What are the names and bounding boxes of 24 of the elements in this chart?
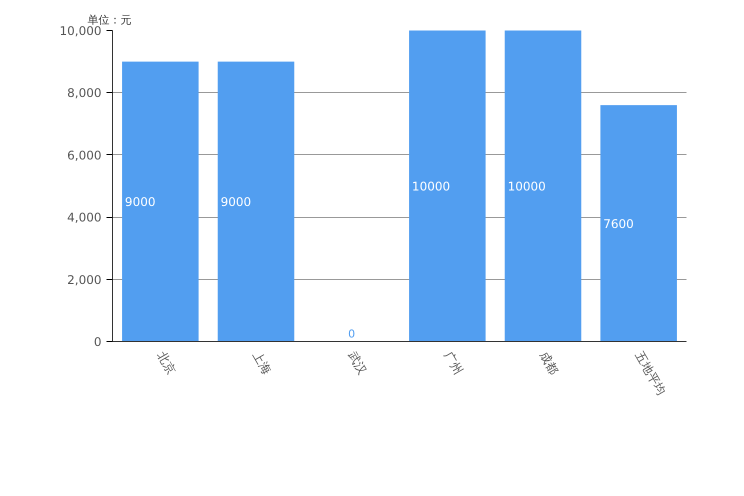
y-tick-label: 2,000 <box>67 272 102 287</box>
bar <box>409 30 486 342</box>
y-tick-label: 10,000 <box>60 24 102 38</box>
data-label: 7600 <box>603 216 634 231</box>
data-label: 10000 <box>412 180 450 194</box>
y-axis-title: 单位：元 <box>88 14 132 26</box>
data-label: 10000 <box>508 180 546 194</box>
x-tick-label: 北京 <box>154 349 178 377</box>
bar <box>600 105 677 342</box>
y-tick-label: 6,000 <box>67 148 102 162</box>
y-tick-label: 8,000 <box>67 86 102 100</box>
x-tick-label: 武汉 <box>346 349 370 377</box>
x-tick-label: 上海 <box>250 349 274 377</box>
data-label: 9000 <box>220 195 252 210</box>
bar <box>218 62 294 342</box>
data-label: 0 <box>348 328 356 340</box>
x-tick-label: 成都 <box>536 349 562 377</box>
data-label: 9000 <box>124 195 156 210</box>
x-tick-label: 广州 <box>441 349 466 377</box>
bar <box>122 62 199 342</box>
y-tick-label: 0 <box>94 335 102 349</box>
bar <box>504 30 582 342</box>
y-tick-label: 4,000 <box>67 210 102 225</box>
x-tick-label: 五地平均 <box>632 349 669 398</box>
